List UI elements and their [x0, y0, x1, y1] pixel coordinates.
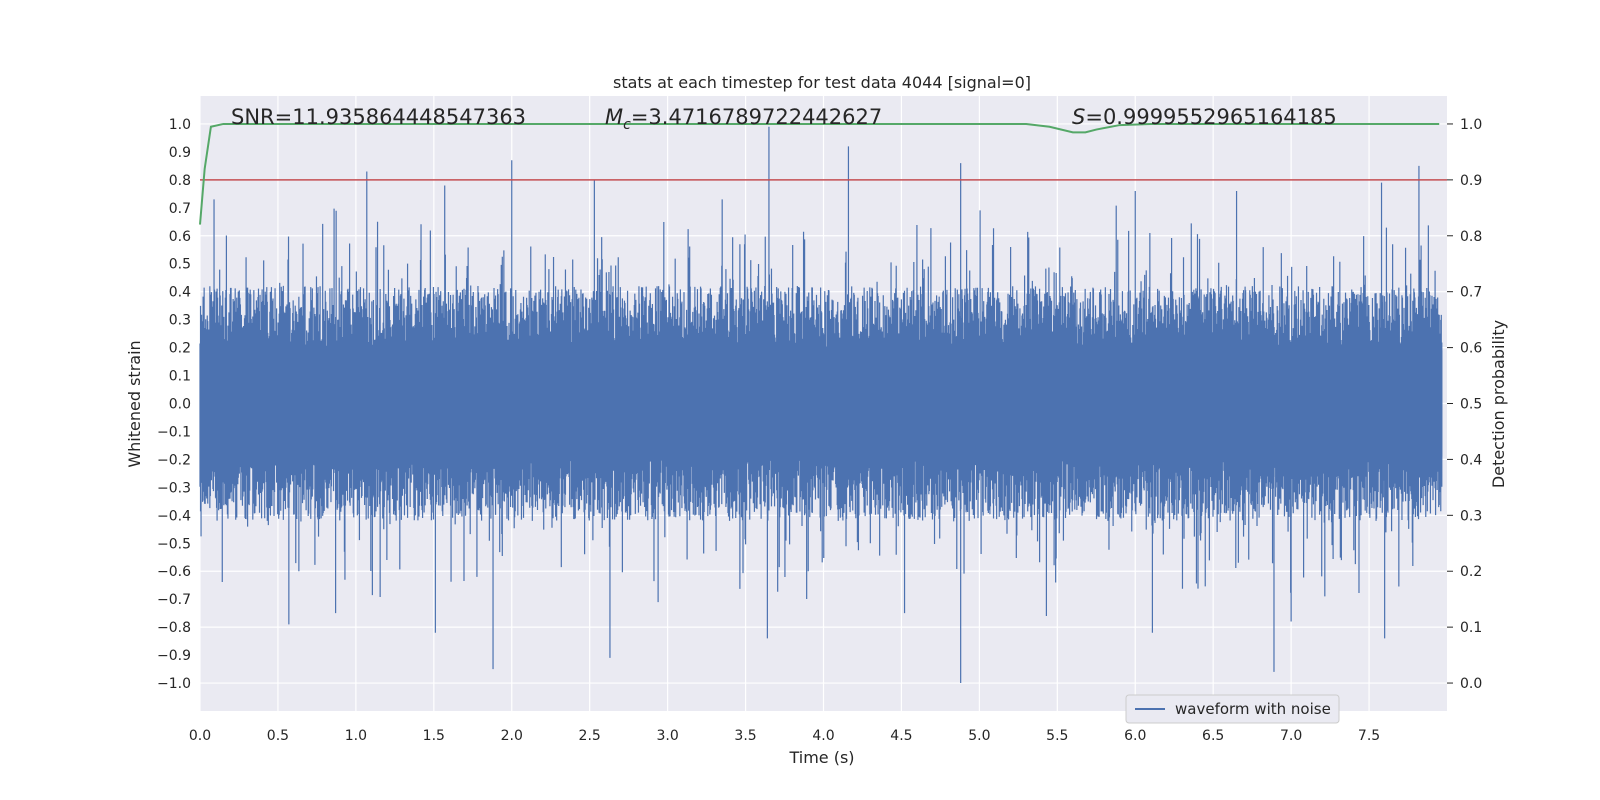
x-tick-label: 0.0 — [189, 728, 211, 744]
y-right-tick-label: 0.4 — [1460, 452, 1482, 468]
x-tick-labels: 0.0 0.5 1.0 1.5 2.0 2.5 3.0 3.5 4.0 4.5 5.0 5.5 6.0 6… — [189, 728, 1380, 744]
y-right-axis-label: Detection probability — [1489, 320, 1508, 488]
y-left-tick-label: −0.7 — [157, 592, 191, 608]
mc-value: =3.4716789722442627 — [631, 105, 882, 129]
snr-annotation: SNR=11.935864448547363 — [231, 105, 526, 129]
y-right-tick-label: 0.5 — [1460, 397, 1482, 413]
y-right-tick-label: 0.3 — [1460, 508, 1482, 524]
x-tick-label: 5.5 — [1046, 728, 1068, 744]
y-left-tick-label: 1.0 — [169, 117, 191, 133]
x-tick-label: 5.0 — [968, 728, 990, 744]
y-left-tick-label: −1.0 — [157, 676, 191, 692]
x-tick-label: 0.5 — [267, 728, 289, 744]
y-right-tick-label: 0.1 — [1460, 620, 1482, 636]
mc-symbol: M — [605, 105, 623, 129]
legend-label: waveform with noise — [1175, 700, 1331, 718]
x-tick-label: 2.0 — [501, 728, 523, 744]
y-left-tick-label: −0.9 — [157, 648, 191, 664]
y-left-tick-label: −0.8 — [157, 620, 191, 636]
y-right-tick-label: 0.0 — [1460, 676, 1482, 692]
chart-title: stats at each timestep for test data 404… — [613, 73, 1031, 92]
x-tick-label: 7.5 — [1358, 728, 1380, 744]
x-tick-label: 6.5 — [1202, 728, 1224, 744]
waveform-series — [199, 126, 1443, 684]
probability-line — [199, 122, 1440, 225]
y-left-tick-label: 0.4 — [169, 285, 191, 301]
s-annotation: S=0.9999552965164185 — [1072, 105, 1337, 129]
y-left-tick-label: 0.6 — [169, 229, 191, 245]
y-left-tick-label: −0.3 — [157, 480, 191, 496]
y-right-tick-labels: 0.0 0.1 0.2 0.3 0.4 0.5 0.6 0.7 0.8 0.9 1.0 — [1447, 117, 1482, 692]
x-axis-label: Time (s) — [788, 748, 854, 767]
y-right-tick-label: 1.0 — [1460, 117, 1482, 133]
y-left-tick-label: −0.6 — [157, 564, 191, 580]
x-tick-label: 3.5 — [734, 728, 756, 744]
y-left-tick-label: −0.4 — [157, 508, 191, 524]
mc-annotation: Mc=3.4716789722442627 — [605, 105, 882, 133]
x-tick-label: 2.5 — [579, 728, 601, 744]
y-left-tick-label: 0.3 — [169, 313, 191, 329]
y-right-tick-label: 0.8 — [1460, 229, 1482, 245]
legend: waveform with noise — [1125, 694, 1340, 724]
x-tick-label: 1.5 — [423, 728, 445, 744]
x-tick-label: 3.0 — [656, 728, 678, 744]
y-left-tick-label: 0.7 — [169, 201, 191, 217]
x-tick-label: 1.0 — [345, 728, 367, 744]
x-tick-label: 4.5 — [890, 728, 912, 744]
y-right-tick-label: 0.6 — [1460, 341, 1482, 357]
x-tick-label: 4.0 — [812, 728, 834, 744]
y-right-tick-label: 0.7 — [1460, 285, 1482, 301]
y-right-tick-label: 0.9 — [1460, 173, 1482, 189]
y-left-tick-label: −0.2 — [157, 452, 191, 468]
y-left-tick-label: −0.1 — [157, 424, 191, 440]
y-left-tick-label: 0.9 — [169, 145, 191, 161]
legend-box — [1125, 694, 1340, 724]
y-left-tick-label: 0.2 — [169, 341, 191, 357]
x-tick-label: 6.0 — [1124, 728, 1146, 744]
x-tick-label: 7.0 — [1280, 728, 1302, 744]
y-right-tick-label: 0.2 — [1460, 564, 1482, 580]
y-left-tick-label: 0.5 — [169, 257, 191, 273]
s-symbol: S — [1072, 105, 1085, 129]
y-left-tick-label: 0.8 — [169, 173, 191, 189]
y-left-tick-label: 0.1 — [169, 369, 191, 385]
y-left-tick-label: 0.0 — [169, 397, 191, 413]
y-left-axis-label: Whitened strain — [125, 340, 144, 467]
mc-subscript: c — [623, 117, 631, 133]
s-value: =0.9999552965164185 — [1085, 105, 1336, 129]
waveform-trace — [199, 126, 1443, 684]
y-left-tick-label: −0.5 — [157, 536, 191, 552]
y-left-tick-labels: −1.0 −0.9 −0.8 −0.7 −0.6 −0.5 −0.4 −0.3 −0.2 −0.1… — [157, 117, 191, 692]
